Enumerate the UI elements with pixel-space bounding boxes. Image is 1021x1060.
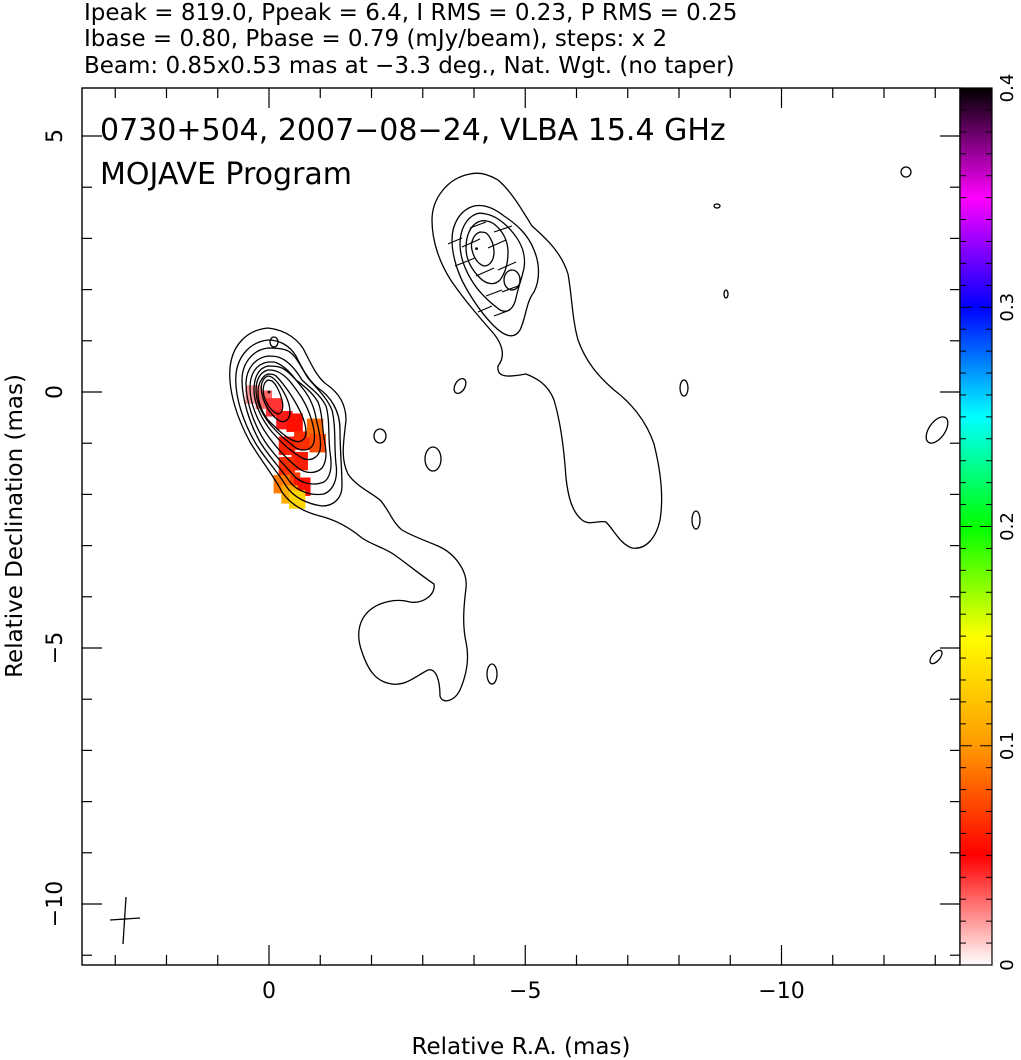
x-tick-label: 0: [262, 979, 276, 1004]
contour-island: [929, 649, 943, 665]
contour-jet-5: [470, 231, 495, 267]
feature-dot: [475, 247, 478, 251]
beam-marker: [109, 896, 141, 945]
contour-jet-4: [465, 220, 509, 285]
source-title: 0730+504, 2007−08−24, VLBA 15.4 GHz: [100, 113, 726, 148]
contour-jet-2: [451, 204, 540, 337]
contour-10: [262, 379, 284, 415]
contour-island: [679, 379, 689, 397]
contour-8: [257, 373, 307, 443]
axis-tick-labels: 0 −5 −10 5 0 −5 −10: [43, 129, 805, 1004]
x-tick-label: −5: [509, 979, 541, 1004]
contour-island: [373, 428, 387, 444]
contour-island: [713, 203, 721, 209]
header-beam-line: Beam: 0.85x0.53 mas at −3.3 deg., Nat. W…: [84, 53, 735, 79]
colorbar-tick-label: 0: [997, 959, 1018, 970]
evpa-sticks: [447, 221, 519, 317]
total-intensity-contours: [229, 166, 949, 702]
contour-outer: [229, 327, 469, 702]
y-tick-label: 0: [43, 385, 68, 399]
contour-6: [253, 365, 322, 461]
feature-dot: [267, 390, 271, 394]
axis-ticks: [82, 88, 960, 965]
polarization-pixel: [309, 433, 326, 453]
colorbar-tick-label: 0.3: [997, 293, 1018, 322]
contour-island: [900, 166, 912, 178]
y-tick-label: −10: [43, 881, 68, 927]
contour-3: [241, 347, 338, 496]
contour-island: [723, 289, 729, 299]
colorbar-tick-label: 0.1: [997, 731, 1018, 760]
plot-frame: [81, 87, 961, 966]
program-title: MOJAVE Program: [100, 157, 352, 192]
core-north-blob: [269, 336, 279, 348]
contour-4: [245, 355, 332, 485]
colorbar-ticks: [960, 87, 992, 966]
contour-jet-3: [459, 212, 526, 312]
header-base-line: Ibase = 0.80, Pbase = 0.79 (mJy/beam), s…: [84, 26, 667, 52]
polarization-pixel: [286, 413, 303, 432]
colorbar-tick-label: 0.2: [997, 512, 1018, 541]
contour-island: [925, 416, 949, 444]
contour-jet-outer: [431, 172, 663, 549]
contour-island: [691, 510, 701, 530]
contour-island: [424, 446, 442, 472]
colorbar-tick-label: 0.4: [997, 74, 1018, 103]
header-peak-line: Ipeak = 819.0, Ppeak = 6.4, I RMS = 0.23…: [84, 0, 737, 26]
contour-5: [249, 361, 327, 474]
contour-9: [260, 375, 291, 423]
contour-island: [486, 663, 498, 685]
x-tick-label: −10: [758, 979, 804, 1004]
colorbar-tick-labels: 0 0.1 0.2 0.3 0.4: [997, 74, 1018, 971]
contour-jet-knot: [503, 269, 521, 291]
x-axis-label: Relative R.A. (mas): [412, 1034, 631, 1060]
contour-7: [255, 369, 316, 451]
y-tick-label: 5: [43, 129, 68, 143]
y-tick-label: −5: [43, 632, 68, 664]
contour-island: [453, 377, 467, 395]
y-axis-label: Relative Declination (mas): [2, 374, 28, 678]
